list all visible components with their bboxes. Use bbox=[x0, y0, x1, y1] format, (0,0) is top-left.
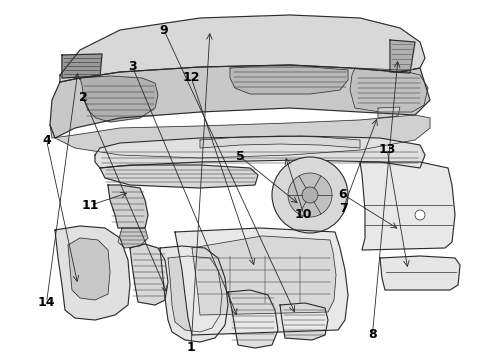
Polygon shape bbox=[62, 54, 102, 78]
Circle shape bbox=[288, 173, 332, 217]
Polygon shape bbox=[80, 76, 158, 122]
Text: 13: 13 bbox=[378, 143, 396, 156]
Polygon shape bbox=[230, 67, 348, 94]
Polygon shape bbox=[60, 15, 425, 82]
Polygon shape bbox=[350, 68, 428, 112]
Text: 2: 2 bbox=[79, 91, 88, 104]
Polygon shape bbox=[118, 228, 148, 248]
Polygon shape bbox=[192, 236, 336, 315]
Text: 6: 6 bbox=[339, 188, 347, 201]
Text: 3: 3 bbox=[128, 60, 137, 73]
Polygon shape bbox=[68, 238, 110, 300]
Polygon shape bbox=[160, 246, 228, 342]
Text: 14: 14 bbox=[38, 296, 55, 309]
Polygon shape bbox=[50, 115, 430, 158]
Polygon shape bbox=[200, 136, 360, 148]
Text: 10: 10 bbox=[295, 208, 313, 221]
Circle shape bbox=[272, 157, 348, 233]
Text: 4: 4 bbox=[42, 134, 51, 147]
Polygon shape bbox=[108, 185, 148, 228]
Polygon shape bbox=[380, 256, 460, 290]
Circle shape bbox=[302, 187, 318, 203]
Polygon shape bbox=[378, 107, 400, 118]
Polygon shape bbox=[175, 228, 348, 335]
Polygon shape bbox=[95, 136, 425, 168]
Text: 12: 12 bbox=[182, 71, 200, 84]
Polygon shape bbox=[50, 65, 430, 138]
Polygon shape bbox=[360, 162, 455, 250]
Text: 8: 8 bbox=[368, 328, 377, 341]
Polygon shape bbox=[280, 303, 328, 340]
Text: 9: 9 bbox=[160, 24, 169, 37]
Circle shape bbox=[415, 210, 425, 220]
Polygon shape bbox=[100, 165, 258, 188]
Polygon shape bbox=[228, 290, 278, 348]
Polygon shape bbox=[130, 244, 168, 305]
Polygon shape bbox=[168, 256, 222, 332]
Text: 7: 7 bbox=[339, 202, 347, 215]
Text: 1: 1 bbox=[187, 341, 196, 354]
Polygon shape bbox=[55, 226, 130, 320]
Text: 11: 11 bbox=[82, 199, 99, 212]
Polygon shape bbox=[390, 40, 415, 73]
Text: 5: 5 bbox=[236, 150, 245, 163]
